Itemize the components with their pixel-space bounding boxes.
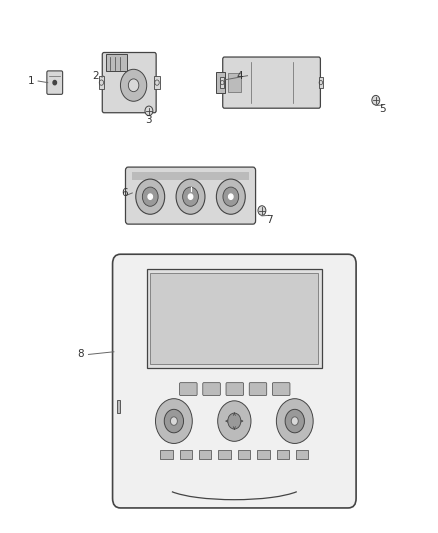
Circle shape (155, 399, 192, 443)
FancyBboxPatch shape (226, 383, 244, 395)
FancyBboxPatch shape (113, 254, 356, 508)
Bar (296, 450, 308, 459)
Circle shape (188, 194, 193, 199)
Bar (319, 77, 323, 88)
Circle shape (145, 106, 153, 116)
FancyBboxPatch shape (223, 57, 320, 108)
FancyBboxPatch shape (47, 71, 63, 94)
Bar (228, 73, 241, 92)
Circle shape (176, 179, 205, 214)
FancyBboxPatch shape (125, 167, 255, 224)
Bar (180, 450, 192, 459)
Circle shape (258, 206, 266, 215)
Bar (117, 400, 120, 413)
Text: 6: 6 (121, 188, 128, 198)
Circle shape (276, 399, 313, 443)
Circle shape (142, 187, 158, 206)
Bar (220, 77, 224, 88)
Bar (132, 173, 248, 180)
Circle shape (218, 401, 251, 441)
FancyBboxPatch shape (249, 383, 267, 395)
Bar (99, 76, 104, 89)
Text: 7: 7 (265, 215, 272, 224)
Circle shape (228, 413, 241, 429)
Bar (106, 54, 127, 71)
Circle shape (136, 179, 165, 214)
Circle shape (148, 194, 152, 199)
Text: 1: 1 (27, 76, 34, 86)
Circle shape (183, 187, 198, 206)
Bar (219, 450, 231, 459)
Text: 4: 4 (237, 71, 244, 80)
Bar (277, 450, 289, 459)
FancyBboxPatch shape (203, 383, 220, 395)
Text: 5: 5 (379, 104, 386, 114)
Circle shape (170, 417, 177, 425)
Bar (238, 450, 250, 459)
Bar (147, 269, 322, 368)
Circle shape (164, 409, 184, 433)
Circle shape (120, 69, 147, 101)
FancyBboxPatch shape (272, 383, 290, 395)
Circle shape (216, 179, 245, 214)
Bar (150, 273, 318, 364)
Circle shape (229, 194, 233, 199)
FancyBboxPatch shape (102, 53, 156, 113)
Bar (199, 450, 212, 459)
Circle shape (223, 187, 239, 206)
Circle shape (372, 95, 380, 105)
Text: 8: 8 (78, 350, 85, 359)
Circle shape (291, 417, 298, 425)
Text: 3: 3 (145, 116, 152, 125)
Bar (160, 450, 173, 459)
FancyBboxPatch shape (180, 383, 197, 395)
Bar (215, 72, 225, 93)
Circle shape (285, 409, 304, 433)
Text: 2: 2 (92, 71, 99, 80)
Bar (154, 76, 159, 89)
Bar (257, 450, 269, 459)
Circle shape (128, 79, 139, 92)
Circle shape (53, 80, 57, 85)
